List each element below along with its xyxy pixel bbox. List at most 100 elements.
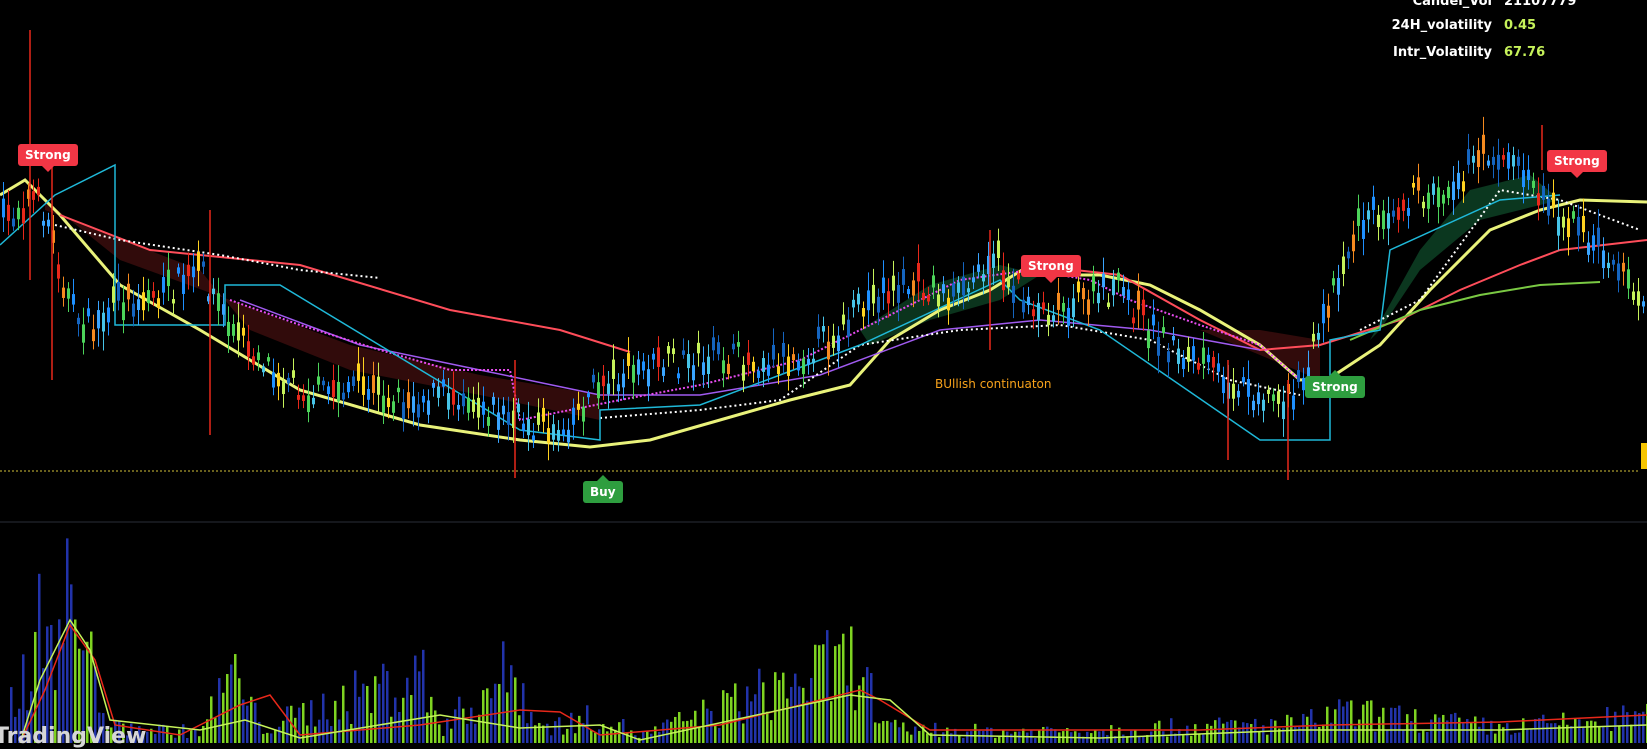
- volume-bar: [198, 736, 201, 743]
- strong-buy-signal[interactable]: Strong: [1305, 370, 1365, 398]
- volume-bar: [158, 724, 161, 743]
- candle-body: [1517, 156, 1520, 166]
- slow-ma-line: [59, 214, 631, 353]
- volume-bar: [578, 715, 581, 743]
- candle-body: [492, 396, 495, 405]
- candle-body: [197, 252, 200, 271]
- volume-bar: [738, 711, 741, 743]
- candle-body: [152, 291, 155, 298]
- volume-bar: [18, 708, 21, 743]
- candle-body: [1192, 346, 1195, 361]
- candle-body: [1097, 292, 1100, 304]
- candle-body: [1037, 302, 1040, 321]
- candle-body: [877, 296, 880, 313]
- volume-bar: [1466, 718, 1469, 743]
- candle-body: [422, 395, 425, 403]
- volume-bar: [1394, 707, 1397, 743]
- candle-body: [937, 294, 940, 307]
- volume-bar: [1082, 736, 1085, 743]
- candle-body: [1462, 181, 1465, 192]
- candle-body: [1182, 357, 1185, 370]
- candle-body: [317, 376, 320, 385]
- price-pane[interactable]: [0, 30, 1647, 480]
- candle-body: [612, 359, 615, 379]
- volume-bar: [870, 673, 873, 743]
- candle-body: [392, 401, 395, 413]
- volume-bar: [906, 731, 909, 743]
- candle-body: [1472, 155, 1475, 163]
- candle-body: [207, 296, 210, 302]
- candle-body: [377, 376, 380, 395]
- candle-body: [337, 381, 340, 402]
- volume-bar: [558, 717, 561, 743]
- volume-bar: [266, 732, 269, 743]
- volume-bar: [1210, 725, 1213, 743]
- candle-body: [1342, 256, 1345, 275]
- buy-signal[interactable]: Buy: [583, 475, 623, 503]
- candle-body: [27, 189, 30, 199]
- candle-body: [1367, 210, 1370, 220]
- candle-body: [1162, 327, 1165, 334]
- volume-bar: [62, 643, 65, 743]
- volume-bar: [1506, 723, 1509, 743]
- volume-bar: [626, 732, 629, 743]
- candle-body: [722, 360, 725, 374]
- volume-pane[interactable]: [10, 538, 1647, 743]
- volume-bar: [1450, 714, 1453, 743]
- candle-body: [592, 374, 595, 383]
- strong-sell-signal[interactable]: Strong: [18, 144, 78, 172]
- candle-body: [587, 393, 590, 398]
- candle-body: [1397, 207, 1400, 220]
- volume-bar: [1478, 726, 1481, 743]
- ma-line: [1349, 281, 1601, 341]
- candle-body: [997, 240, 1000, 259]
- volume-bar: [1470, 722, 1473, 743]
- volume-bar: [666, 719, 669, 743]
- candle-body: [577, 403, 580, 410]
- candle-body: [617, 384, 620, 392]
- candle-body: [547, 428, 550, 443]
- volume-bar: [1102, 730, 1105, 743]
- volume-bar: [1622, 705, 1625, 743]
- candle-body: [1197, 362, 1200, 370]
- candle-body: [1107, 302, 1110, 307]
- candle-body: [637, 359, 640, 375]
- volume-bar: [546, 723, 549, 743]
- volume-bar: [106, 729, 109, 743]
- volume-bar: [1106, 734, 1109, 743]
- strong-sell-signal[interactable]: Strong: [1021, 255, 1081, 283]
- volume-bar: [1266, 734, 1269, 743]
- candle-body: [417, 404, 420, 418]
- candle-body: [1502, 155, 1505, 160]
- candle-body: [1082, 288, 1085, 300]
- candle-body: [437, 386, 440, 398]
- candle-body: [1062, 302, 1065, 312]
- volume-bar: [818, 645, 821, 743]
- candle-body: [1267, 389, 1270, 394]
- candle-body: [807, 358, 810, 365]
- volume-bar: [994, 737, 997, 743]
- volume-bar: [554, 721, 557, 743]
- candle-body: [1552, 192, 1555, 208]
- volume-bar: [54, 690, 57, 743]
- candle-body: [862, 308, 865, 317]
- strong-sell-signal[interactable]: Strong: [1547, 150, 1607, 178]
- candle-body: [357, 363, 360, 381]
- volume-bar: [1166, 736, 1169, 743]
- candle-body: [1257, 392, 1260, 405]
- candle-body: [537, 412, 540, 425]
- candle-body: [517, 403, 520, 413]
- volume-bar: [1126, 736, 1129, 743]
- volume-bar: [1354, 726, 1357, 743]
- volume-bar: [1234, 720, 1237, 743]
- volume-bar: [794, 673, 797, 743]
- volume-bar: [1230, 719, 1233, 743]
- volume-bar: [1498, 723, 1501, 743]
- volume-bar: [754, 694, 757, 743]
- volume-bar: [234, 654, 237, 743]
- candle-body: [1337, 277, 1340, 295]
- candle-body: [1402, 199, 1405, 211]
- candle-body: [1332, 278, 1335, 286]
- volume-bar: [490, 698, 493, 743]
